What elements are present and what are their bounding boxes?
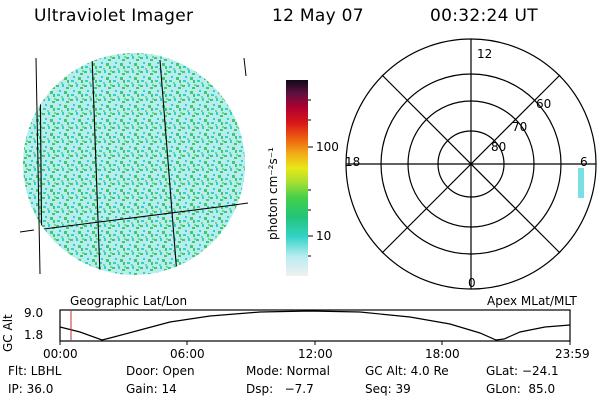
altitude-xtick-0600: 06:00 xyxy=(170,347,205,361)
info-gc-alt: GC Alt: 4.0 Re xyxy=(365,364,449,378)
colorbar-tick-10: 10 xyxy=(316,229,332,243)
info-door: Door: Open xyxy=(126,364,195,378)
mlt-label-6: 6 xyxy=(580,155,588,169)
info-dsp: Dsp: −7.7 xyxy=(246,382,314,396)
polar-plot xyxy=(345,38,597,290)
time-label: 00:32:24 UT xyxy=(430,6,538,26)
colorbar xyxy=(286,80,313,276)
instrument-title: Ultraviolet Imager xyxy=(34,6,194,26)
colorbar-label: photon cm⁻²s⁻¹ xyxy=(266,147,280,240)
mlt-label-0: 0 xyxy=(468,276,476,290)
altitude-xtick-2359: 23:59 xyxy=(555,347,590,361)
altitude-ytick-9: 9.0 xyxy=(24,306,44,320)
mlat-label-80: 80 xyxy=(491,140,507,154)
date-label: 12 May 07 xyxy=(272,6,364,26)
info-gain: Gain: 14 xyxy=(126,382,177,396)
altitude-ytick-1-8: 1.8 xyxy=(24,328,44,342)
altitude-plot xyxy=(59,309,571,345)
info-mode: Mode: Normal xyxy=(246,364,330,378)
altitude-xtick-0000: 00:00 xyxy=(43,347,78,361)
colorbar-tick-100: 100 xyxy=(316,140,339,154)
info-glat: GLat: −24.1 xyxy=(486,364,559,378)
info-ip: IP: 36.0 xyxy=(8,382,54,396)
polar-edge-emission xyxy=(578,168,584,198)
altitude-xtick-1800: 18:00 xyxy=(425,347,460,361)
mlt-label-18: 18 xyxy=(345,155,361,169)
mlat-label-60: 60 xyxy=(536,97,552,111)
geo-caption: Geographic Lat/Lon xyxy=(70,294,188,308)
info-filter: Flt: LBHL xyxy=(8,364,62,378)
mlat-label-70: 70 xyxy=(512,120,528,134)
mlt-label-12: 12 xyxy=(477,47,493,61)
altitude-curve xyxy=(59,310,571,341)
altitude-xtick-1200: 12:00 xyxy=(298,347,333,361)
polar-caption: Apex MLat/MLT xyxy=(487,294,577,308)
info-seq: Seq: 39 xyxy=(365,382,411,396)
altitude-ylabel: GC Alt xyxy=(1,314,15,352)
info-glon: GLon: 85.0 xyxy=(486,382,556,396)
uv-image-disc xyxy=(19,53,249,275)
